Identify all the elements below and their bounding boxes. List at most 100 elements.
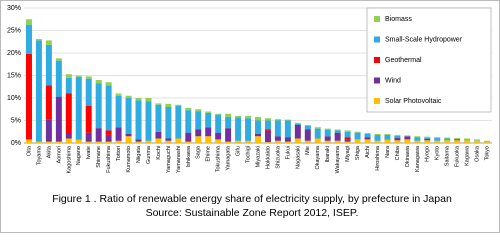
x-tick-label: Yamanashi bbox=[176, 146, 182, 173]
x-tick-label: Kochi bbox=[156, 146, 162, 160]
bar-segment bbox=[205, 127, 212, 137]
x-tick-label: Gifu bbox=[236, 146, 242, 156]
bar-segment bbox=[75, 76, 82, 140]
bar-segment bbox=[444, 138, 451, 141]
bar-segment bbox=[105, 130, 112, 135]
bar-segment bbox=[55, 141, 62, 143]
bar-segment bbox=[155, 103, 162, 105]
legend-swatch bbox=[374, 16, 380, 22]
bar-segment bbox=[205, 136, 212, 143]
bar-segment bbox=[344, 139, 351, 142]
bar-segment bbox=[55, 96, 62, 142]
legend-swatch bbox=[374, 77, 380, 84]
bar-segment bbox=[25, 139, 32, 143]
x-tick-label: Hiroshima bbox=[375, 145, 381, 171]
bar-segment bbox=[434, 138, 441, 141]
legend-label: Geothermal bbox=[385, 57, 422, 64]
bar-segment bbox=[135, 98, 142, 101]
bar-segment bbox=[235, 116, 242, 118]
bar-segment bbox=[264, 118, 271, 121]
bar-segment bbox=[175, 105, 182, 139]
bar-segment bbox=[334, 132, 341, 141]
bar-segment bbox=[414, 140, 421, 143]
bar-segment bbox=[364, 133, 371, 134]
bar-segment bbox=[85, 76, 92, 79]
bar-segment bbox=[484, 142, 491, 143]
bar-segment bbox=[294, 123, 301, 125]
bar-segment bbox=[364, 139, 371, 143]
bar-segment bbox=[324, 129, 331, 137]
bar-segment bbox=[354, 139, 361, 143]
bar-segment bbox=[414, 137, 421, 141]
chart-subtitle: Source: Sustainable Zone Report 2012, IS… bbox=[146, 207, 359, 219]
bar-segment bbox=[215, 132, 222, 140]
x-tick-label: Mie bbox=[305, 146, 311, 155]
x-tick-label: Shimane bbox=[96, 146, 102, 168]
bar-segment bbox=[474, 141, 481, 143]
bar-segment bbox=[165, 103, 172, 107]
bar-segment bbox=[145, 140, 152, 143]
bar-segment bbox=[75, 75, 82, 77]
bar-segment bbox=[95, 141, 102, 143]
bar-segment bbox=[314, 128, 321, 139]
x-tick-label: Kagoshima bbox=[66, 145, 72, 173]
x-tick-label: Hokkaido bbox=[265, 146, 271, 169]
bar-segment bbox=[205, 112, 212, 128]
legend-label: Wind bbox=[385, 77, 401, 84]
x-tick-label: Osaka bbox=[475, 145, 481, 162]
legend-swatch bbox=[374, 36, 380, 43]
bar-segment bbox=[65, 74, 72, 78]
bar-segment bbox=[274, 136, 281, 141]
bar-segment bbox=[404, 139, 411, 143]
x-tick-label: Wakayama bbox=[335, 145, 341, 173]
bar-segment bbox=[245, 140, 252, 143]
x-tick-label: Kagawa bbox=[465, 145, 471, 166]
bar-segment bbox=[235, 140, 242, 143]
bar-segment bbox=[135, 141, 142, 143]
bar-segment bbox=[284, 141, 291, 143]
bar-segment bbox=[394, 140, 401, 143]
bar-segment bbox=[424, 137, 431, 139]
bar-segment bbox=[215, 114, 222, 133]
bar-segment bbox=[384, 139, 391, 143]
bar-segment bbox=[255, 120, 261, 134]
x-tick-label: Chiba bbox=[395, 145, 401, 160]
bar-segment bbox=[264, 120, 271, 130]
bar-segment bbox=[25, 19, 32, 25]
bar-segment bbox=[125, 95, 132, 98]
y-tick-label: 10% bbox=[7, 95, 21, 102]
bar-segment bbox=[125, 98, 132, 134]
legend-label: Small-Scale Hydropower bbox=[385, 36, 463, 43]
bar-segment bbox=[334, 130, 341, 133]
bar-segment bbox=[264, 130, 271, 143]
bar-segment bbox=[344, 131, 351, 138]
bar-segment bbox=[185, 107, 192, 111]
bar-segment bbox=[125, 134, 132, 137]
bar-segment bbox=[354, 132, 361, 140]
bar-segment bbox=[245, 116, 252, 119]
bar-segment bbox=[165, 107, 172, 139]
bar-segment bbox=[404, 135, 411, 137]
bar-segment bbox=[384, 134, 391, 135]
bar-segment bbox=[145, 98, 152, 102]
legend-label: Solar Photovoltaic bbox=[385, 98, 442, 105]
legend-box bbox=[366, 7, 492, 113]
bar-segment bbox=[95, 83, 102, 129]
bar-segment bbox=[25, 24, 32, 54]
bar-segment bbox=[344, 130, 351, 132]
x-tick-label: Shizuoka bbox=[275, 145, 281, 169]
bar-segment bbox=[374, 140, 381, 143]
bar-segment bbox=[185, 132, 192, 142]
bar-segment bbox=[364, 137, 371, 140]
y-tick-label: 15% bbox=[7, 72, 21, 79]
bar-segment bbox=[284, 137, 291, 142]
y-tick-label: 0% bbox=[11, 140, 21, 147]
bar-segment bbox=[464, 138, 471, 140]
x-tick-label: Yamagata bbox=[226, 145, 232, 171]
bar-segment bbox=[464, 140, 471, 143]
bar-segment bbox=[284, 119, 291, 121]
bar-segment bbox=[394, 135, 401, 139]
bar-segment bbox=[424, 136, 431, 138]
bar-segment bbox=[225, 113, 232, 117]
x-tick-label: Saitama bbox=[445, 145, 451, 166]
